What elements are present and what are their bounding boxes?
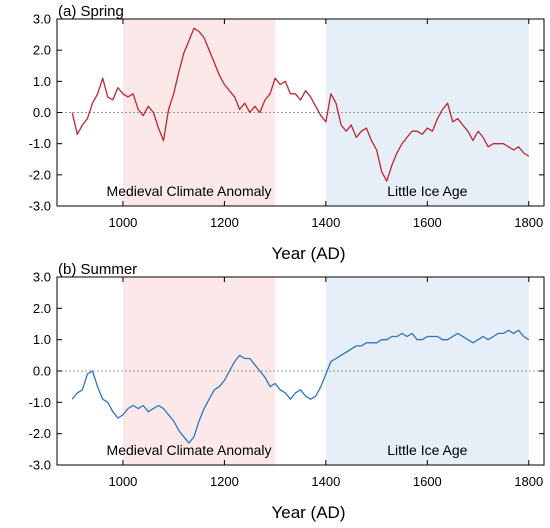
x-tick-label: 1600	[413, 474, 442, 489]
y-tick-label: 1.0	[33, 332, 51, 347]
x-axis-label: Year (AD)	[271, 503, 345, 522]
y-tick-label: 0.0	[33, 364, 51, 379]
x-axis-ticks: 1000 1200 1400 1600 1800	[108, 19, 543, 230]
summer-anomaly-series-line	[71, 329, 530, 444]
y-tick-label: 3.0	[33, 12, 51, 27]
x-tick-label: 1000	[108, 215, 137, 230]
y-tick-label: -3.0	[29, 458, 51, 473]
panel-title: (b) Summer	[58, 261, 137, 278]
x-tick-label: 1000	[108, 474, 137, 489]
y-tick-label: 2.0	[33, 301, 51, 316]
period-label-medieval-climate-anomaly: Medieval Climate Anomaly	[107, 442, 272, 458]
y-tick-label: 2.0	[33, 43, 51, 58]
period-label-little-ice-age: Little Ice Age	[387, 183, 467, 199]
panel-spring: -3.0 -2.0 -1.0 0.0 1.0 2.0 3.0 1000 1200 1400 160…	[29, 3, 545, 263]
y-tick-label: -3.0	[29, 199, 51, 214]
y-tick-label: -2.0	[29, 426, 51, 441]
y-axis-ticks: -3.0 -2.0 -1.0 0.0 1.0 2.0 3.0	[29, 12, 544, 214]
x-axis-label: Year (AD)	[271, 244, 345, 263]
y-tick-label: 0.0	[33, 105, 51, 120]
x-tick-label: 1800	[514, 215, 543, 230]
panel-title: (a) Spring	[58, 3, 124, 20]
period-label-little-ice-age: Little Ice Age	[387, 442, 467, 458]
x-tick-label: 1400	[311, 215, 340, 230]
y-tick-label: -2.0	[29, 167, 51, 182]
panel-summer: -3.0 -2.0 -1.0 0.0 1.0 2.0 3.0 1000 1200 1400 160…	[29, 261, 545, 522]
x-tick-label: 1200	[210, 215, 239, 230]
y-tick-label: -1.0	[29, 395, 51, 410]
y-axis-ticks: -3.0 -2.0 -1.0 0.0 1.0 2.0 3.0	[29, 270, 544, 473]
x-tick-label: 1800	[514, 474, 543, 489]
x-tick-label: 1600	[413, 215, 442, 230]
period-label-medieval-climate-anomaly: Medieval Climate Anomaly	[107, 183, 272, 199]
spring-anomaly-series-line	[71, 27, 530, 182]
y-tick-label: 1.0	[33, 74, 51, 89]
y-tick-label: -1.0	[29, 136, 51, 151]
x-tick-label: 1400	[311, 474, 340, 489]
y-tick-label: 3.0	[33, 270, 51, 285]
x-tick-label: 1200	[210, 474, 239, 489]
x-axis-ticks: 1000 1200 1400 1600 1800	[108, 277, 543, 489]
